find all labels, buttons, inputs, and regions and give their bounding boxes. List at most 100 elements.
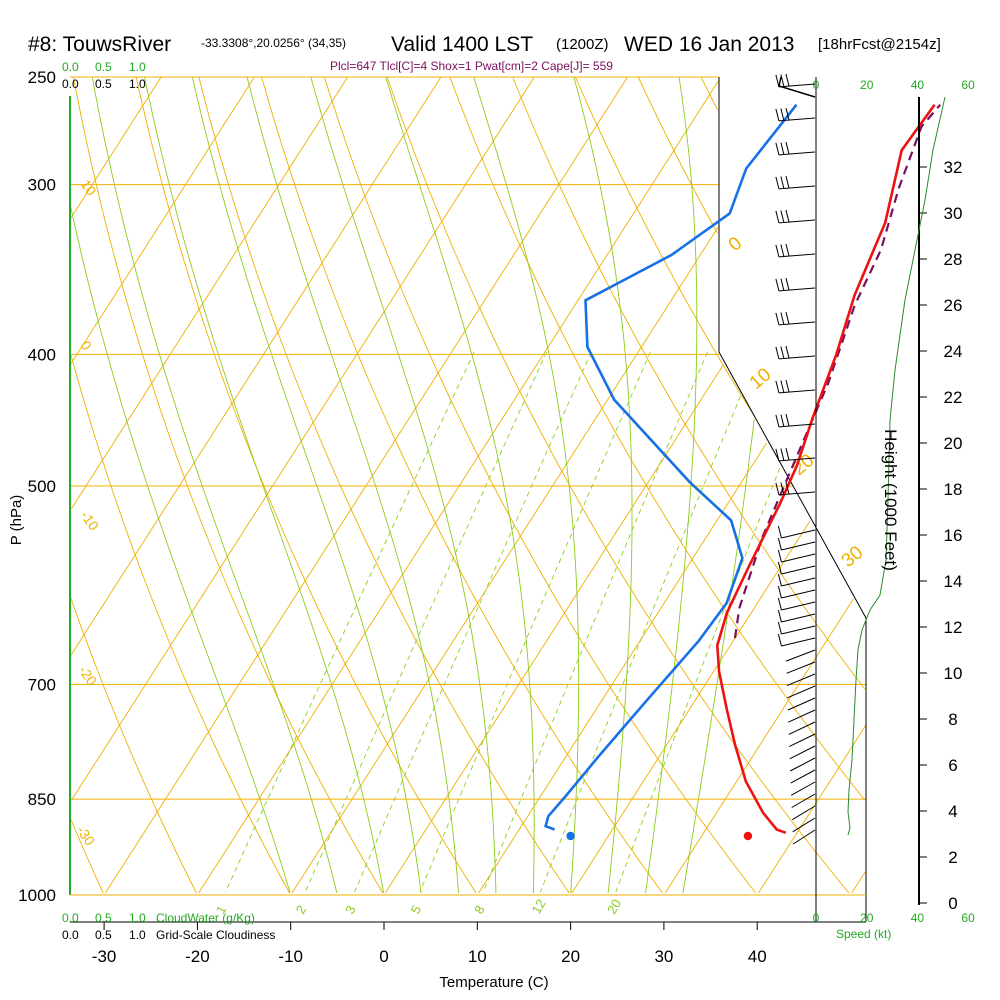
height-tick-28: 28 bbox=[944, 250, 963, 269]
isotherm-50 bbox=[851, 871, 866, 894]
wind-barb-flag bbox=[775, 312, 780, 326]
wind-barb-flag bbox=[777, 585, 782, 599]
chart-params: Plcl=647 Tlcl[C]=4 Shox=1 Pwat[cm]=2 Cap… bbox=[330, 59, 613, 73]
wind-barb-flag bbox=[785, 379, 790, 393]
wind-barb-staff bbox=[778, 219, 816, 224]
moist-adiabat-32 bbox=[682, 418, 755, 894]
dewpoint-line bbox=[544, 103, 798, 831]
pressure-tick-700: 700 bbox=[28, 676, 56, 695]
wind-barb bbox=[777, 621, 816, 635]
wind-speed-trace bbox=[847, 96, 946, 836]
height-tick-26: 26 bbox=[944, 296, 963, 315]
mixing-ratio-line-1 bbox=[225, 351, 475, 893]
wind-barb bbox=[787, 685, 816, 699]
height-tick-12: 12 bbox=[944, 618, 963, 637]
wind-barb-staff bbox=[778, 151, 816, 156]
bottom-black-scale-2: 1.0 bbox=[129, 928, 146, 942]
dry-adiabat--10 bbox=[69, 352, 290, 894]
bottom-green-scale-0: 0.0 bbox=[62, 911, 79, 925]
moist-adiabat--10 bbox=[70, 205, 291, 894]
chart-valid: Valid 1400 LST bbox=[391, 33, 533, 56]
speed-tick-bottom-20: 20 bbox=[860, 911, 874, 925]
height-axis-label: Height (1000 Feet) bbox=[881, 429, 900, 571]
wind-barb-flag bbox=[780, 414, 785, 427]
height-tick-10: 10 bbox=[944, 664, 963, 683]
dry-adiabat-60 bbox=[449, 76, 866, 801]
dry-adiabat-100 bbox=[700, 76, 719, 111]
y-axis-label: P (hPa) bbox=[8, 495, 25, 546]
wind-barb-flag bbox=[780, 380, 785, 393]
mixing-ratio-label-12: 12 bbox=[528, 896, 548, 916]
isotherm--10 bbox=[291, 226, 719, 894]
isotherm--70 bbox=[69, 76, 255, 366]
wind-barb bbox=[788, 733, 816, 748]
wind-barb-staff bbox=[778, 287, 816, 292]
mixing-ratio-label-20: 20 bbox=[604, 896, 624, 916]
wind-barb-staff bbox=[778, 491, 816, 496]
wind-barb-flag bbox=[785, 311, 790, 325]
dry-adiabat-90 bbox=[637, 76, 718, 234]
moist-adiabat-0 bbox=[144, 76, 385, 894]
pressure-tick-850: 850 bbox=[28, 790, 56, 809]
wind-barb-staff bbox=[781, 625, 816, 635]
wind-barb-flag bbox=[780, 142, 785, 155]
right-frame-line bbox=[718, 77, 867, 922]
moist-adiabat-12 bbox=[310, 76, 497, 894]
wind-barb-flag bbox=[775, 244, 780, 258]
isotherm-10 bbox=[478, 442, 767, 894]
wind-barb-staff bbox=[781, 577, 816, 587]
moist-adiabat-16 bbox=[385, 76, 535, 894]
wind-barb-flag bbox=[775, 414, 780, 428]
wind-barb bbox=[791, 805, 816, 821]
wind-barb bbox=[789, 757, 816, 772]
top-black-scale-0: 0.0 bbox=[62, 77, 79, 91]
wind-barb bbox=[786, 661, 816, 674]
wind-barb bbox=[787, 697, 816, 711]
wind-barb bbox=[775, 481, 816, 496]
wind-barb-staff bbox=[778, 355, 816, 360]
wind-barb-flag bbox=[775, 176, 780, 190]
height-tick-0: 0 bbox=[948, 894, 957, 913]
wind-barb bbox=[775, 175, 816, 190]
wind-barb bbox=[775, 413, 816, 428]
wind-barb bbox=[775, 345, 816, 360]
dry-adiabat-80 bbox=[574, 76, 755, 417]
isotherm--50 bbox=[70, 76, 442, 657]
wind-barb bbox=[777, 585, 816, 599]
speed-tick-top-20: 20 bbox=[860, 78, 874, 92]
isotherm-20 bbox=[571, 520, 811, 894]
wind-barb bbox=[777, 597, 816, 611]
x-tick-20: 20 bbox=[561, 947, 580, 966]
wind-barb-flag bbox=[775, 448, 780, 462]
wind-barb bbox=[775, 243, 816, 258]
mixing-ratio-line-8 bbox=[482, 351, 708, 893]
wind-barb-staff bbox=[778, 253, 816, 258]
x-axis-label: Temperature (C) bbox=[439, 974, 548, 991]
wind-barb-flag bbox=[785, 175, 790, 189]
wind-barb-staff bbox=[781, 589, 816, 599]
height-tick-30: 30 bbox=[944, 204, 963, 223]
speed-tick-top-0: 0 bbox=[813, 78, 820, 92]
wind-barb-flag bbox=[777, 549, 782, 563]
chart-profiles bbox=[544, 103, 942, 841]
mixing-ratio-line-5 bbox=[419, 351, 651, 893]
wind-barb-flag bbox=[785, 447, 790, 461]
wind-barb-flag bbox=[775, 74, 780, 88]
wind-barb-flag bbox=[780, 210, 785, 223]
isotherm-40 bbox=[758, 724, 867, 894]
mixing-ratio-label-3: 3 bbox=[342, 903, 359, 917]
wind-barb-flag bbox=[775, 482, 780, 496]
wind-barb-flag bbox=[785, 209, 790, 223]
wind-barb-staff bbox=[790, 769, 816, 784]
wind-barb-flag bbox=[780, 448, 785, 461]
wind-barb bbox=[785, 649, 816, 662]
chart-location: -33.3308°,20.0256° (34,35) bbox=[201, 36, 346, 50]
wind-barb-staff bbox=[790, 781, 816, 796]
moist-adiabat-8 bbox=[246, 76, 459, 894]
wind-barb bbox=[775, 209, 816, 224]
upper-dry-label-10: 10 bbox=[746, 364, 776, 394]
chart-date: WED 16 Jan 2013 bbox=[624, 33, 794, 56]
wind-barb-flag bbox=[785, 73, 790, 87]
pressure-tick-400: 400 bbox=[28, 345, 56, 364]
